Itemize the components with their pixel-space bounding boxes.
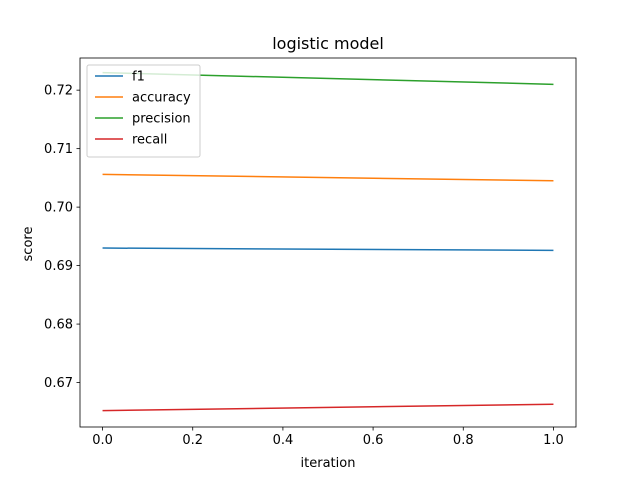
x-tick-label: 1.0 xyxy=(543,433,564,448)
x-tick-label: 0.2 xyxy=(182,433,203,448)
y-tick-label: 0.68 xyxy=(44,318,73,333)
axes-frame xyxy=(79,57,577,428)
x-tick-label: 0.8 xyxy=(453,433,474,448)
legend-label-recall: recall xyxy=(132,133,167,148)
x-axis-label: iteration xyxy=(301,456,356,471)
x-tick-label: 0.0 xyxy=(92,433,113,448)
chart-title: logistic model xyxy=(272,34,384,53)
series-layer xyxy=(102,71,554,412)
series-line-recall xyxy=(102,403,554,412)
axes-layer: 0.0 0.2 0.4 0.6 0.8 1.0 0.67 0.68 0.69 0.70 0.71 0.… xyxy=(44,57,577,448)
series-line-accuracy xyxy=(102,173,554,182)
y-tick-label: 0.72 xyxy=(44,84,73,99)
legend: f1 accuracy precision recall xyxy=(86,64,201,158)
y-tick-label: 0.71 xyxy=(44,142,73,157)
legend-label-precision: precision xyxy=(132,112,191,127)
x-tick-label: 0.6 xyxy=(363,433,384,448)
y-tick-label: 0.70 xyxy=(44,201,73,216)
series-line-f1 xyxy=(102,247,554,252)
legend-label-accuracy: accuracy xyxy=(132,91,191,106)
x-tick-label: 0.4 xyxy=(273,433,294,448)
legend-box xyxy=(86,64,201,158)
y-tick-label: 0.67 xyxy=(44,376,73,391)
y-tick-label: 0.69 xyxy=(44,259,73,274)
y-axis-label: score xyxy=(21,227,36,262)
legend-label-f1: f1 xyxy=(132,70,145,85)
